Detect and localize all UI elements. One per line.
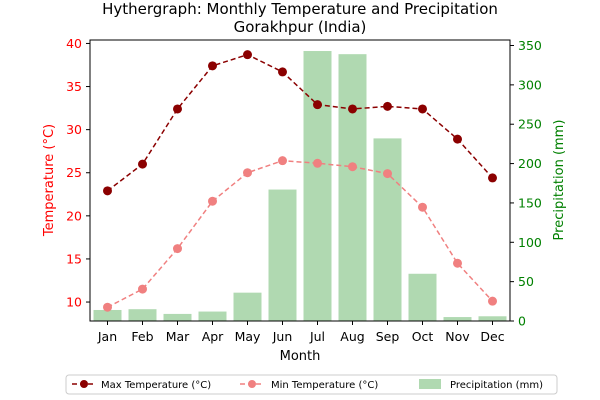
- precipitation-bar: [128, 309, 157, 321]
- y-right-tick-label: 100: [518, 235, 542, 250]
- precipitation-bar: [408, 273, 437, 321]
- y-axis-right: 0 50 100 150 200 250 300 350: [510, 38, 542, 329]
- min-temperature-point: [208, 196, 217, 206]
- x-tick-label: Jan: [97, 329, 117, 344]
- legend: Max Temperature (°C) Min Temperature (°C…: [65, 374, 558, 395]
- precipitation-bars: [93, 51, 507, 322]
- min-temperature-point: [103, 302, 112, 312]
- min-temperature-point: [488, 296, 497, 306]
- x-tick-label: Sep: [376, 329, 400, 344]
- y-left-tick-label: 25: [66, 165, 82, 180]
- chart-subtitle: Gorakhpur (India): [234, 18, 367, 36]
- max-temperature-point: [278, 67, 287, 77]
- max-temperature-point: [243, 50, 252, 60]
- min-temperature-point: [243, 168, 252, 178]
- max-temperature-point: [453, 134, 462, 144]
- max-temperature-point: [383, 101, 392, 111]
- legend-max-temp-marker: [80, 380, 88, 388]
- x-tick-label: Feb: [131, 329, 153, 344]
- precipitation-bar: [233, 292, 262, 321]
- precipitation-bar: [303, 51, 332, 322]
- max-temperature-point: [103, 186, 112, 196]
- y-axis-left-label: Temperature (°C): [42, 124, 57, 237]
- y-axis-left: 10 15 20 25 30 35 40: [66, 36, 90, 310]
- x-tick-label: Nov: [445, 329, 470, 344]
- precipitation-bar: [443, 317, 472, 321]
- y-right-tick-label: 150: [518, 195, 542, 210]
- legend-precip-swatch: [419, 379, 441, 389]
- min-temperature-point: [348, 162, 357, 172]
- max-temperature-point: [138, 159, 147, 169]
- max-temperature-point: [418, 104, 427, 114]
- min-temperature-point: [313, 158, 322, 168]
- min-temperature-point: [173, 244, 182, 254]
- legend-max-temp-label: Max Temperature (°C): [101, 380, 211, 391]
- y-right-tick-label: 300: [518, 77, 542, 92]
- y-right-tick-label: 200: [518, 156, 542, 171]
- min-temperature-point: [453, 258, 462, 268]
- x-tick-label: May: [235, 329, 261, 344]
- x-axis: Jan Feb Mar Apr May Jun Jul Aug Sep Oct Nov Dec: [97, 321, 505, 344]
- precipitation-bar: [373, 138, 402, 321]
- max-temperature-point: [173, 104, 182, 114]
- y-right-tick-label: 350: [518, 38, 542, 53]
- y-axis-right-label: Precipitation (mm): [552, 120, 567, 241]
- min-temperature-line: [107, 159, 494, 308]
- legend-min-temp-label: Min Temperature (°C): [271, 380, 378, 391]
- y-left-tick-label: 30: [66, 122, 82, 137]
- x-tick-label: Jul: [309, 329, 325, 344]
- max-temperature-point: [313, 100, 322, 110]
- x-tick-label: Mar: [166, 329, 190, 344]
- max-temperature-point: [208, 61, 217, 71]
- min-temperature-point: [138, 284, 147, 294]
- min-temperature-point: [278, 156, 287, 166]
- precipitation-bar: [198, 311, 227, 321]
- min-temperature-point: [383, 169, 392, 179]
- x-axis-label: Month: [280, 349, 321, 364]
- x-tick-label: Apr: [202, 329, 224, 344]
- x-tick-label: Jun: [272, 329, 293, 344]
- max-temperature-point: [348, 104, 357, 114]
- precipitation-bar: [163, 313, 192, 321]
- y-left-tick-label: 10: [66, 295, 82, 310]
- min-temperature-point: [418, 202, 427, 212]
- temperature-lines: [103, 50, 497, 312]
- x-tick-label: Aug: [340, 329, 364, 344]
- y-right-tick-label: 50: [518, 274, 534, 289]
- max-temperature-point: [488, 173, 497, 183]
- x-tick-label: Oct: [412, 329, 434, 344]
- x-tick-label: Dec: [480, 329, 504, 344]
- y-left-tick-label: 35: [66, 79, 82, 94]
- legend-precip-label: Precipitation (mm): [450, 380, 543, 391]
- precipitation-bar: [338, 54, 367, 322]
- plot-frame: [89, 39, 511, 322]
- precipitation-bar: [478, 316, 507, 321]
- y-left-tick-label: 15: [66, 251, 82, 266]
- legend-min-temp-marker: [248, 380, 256, 388]
- max-temperature-line: [107, 53, 494, 192]
- y-right-tick-label: 0: [518, 314, 526, 329]
- precipitation-bar: [93, 309, 122, 321]
- chart-title: Hythergraph: Monthly Temperature and Pre…: [102, 0, 498, 18]
- precipitation-bar: [268, 189, 297, 321]
- y-right-tick-label: 250: [518, 117, 542, 132]
- y-left-tick-label: 40: [66, 36, 82, 51]
- y-left-tick-label: 20: [66, 208, 82, 223]
